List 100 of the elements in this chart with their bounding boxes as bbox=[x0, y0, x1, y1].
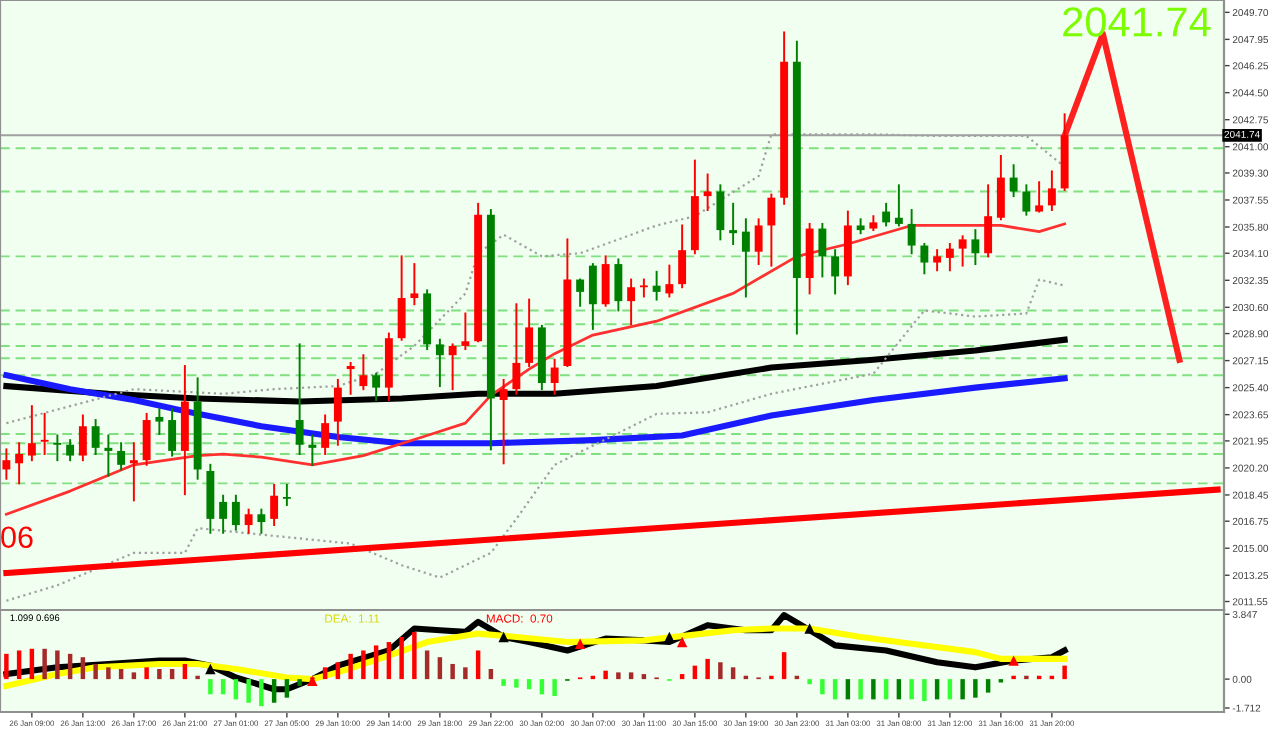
candlestick bbox=[818, 222, 827, 278]
bar bbox=[55, 650, 60, 680]
candlestick bbox=[831, 249, 840, 295]
candlestick bbox=[244, 508, 253, 534]
bar bbox=[412, 631, 417, 680]
candlestick bbox=[129, 442, 138, 502]
point bbox=[804, 623, 815, 634]
candlestick bbox=[525, 298, 534, 367]
bar bbox=[501, 679, 506, 686]
candlestick bbox=[945, 243, 954, 272]
candlestick bbox=[448, 343, 457, 391]
candlestick bbox=[754, 218, 763, 266]
candlestick bbox=[741, 218, 750, 298]
candlestick bbox=[2, 448, 11, 480]
candlestick bbox=[282, 483, 291, 506]
candlestick bbox=[40, 412, 49, 455]
candlestick bbox=[907, 209, 916, 255]
candlestick bbox=[665, 264, 674, 298]
candlestick bbox=[206, 463, 215, 534]
bar bbox=[259, 679, 264, 707]
candlestick bbox=[652, 270, 661, 301]
candlestick bbox=[78, 414, 87, 462]
candlestick bbox=[627, 278, 636, 326]
bar bbox=[284, 679, 290, 698]
bar bbox=[871, 679, 876, 700]
candlestick bbox=[576, 278, 585, 307]
bar bbox=[922, 679, 927, 702]
bar bbox=[106, 667, 111, 680]
candlestick bbox=[1047, 170, 1056, 211]
candlestick bbox=[397, 255, 406, 341]
bar bbox=[909, 679, 914, 700]
bar bbox=[985, 679, 991, 693]
candlestick bbox=[410, 263, 419, 306]
candlestick bbox=[588, 263, 597, 330]
annotation: 2041.74 bbox=[1063, 7, 1211, 37]
point bbox=[574, 638, 586, 649]
bar bbox=[820, 679, 825, 695]
candlestick bbox=[117, 442, 126, 471]
candlestick bbox=[639, 278, 648, 298]
candlestick bbox=[1022, 184, 1031, 216]
candlestick bbox=[716, 184, 725, 241]
candlestick bbox=[614, 258, 623, 312]
candlestick bbox=[703, 173, 712, 211]
candlestick bbox=[996, 155, 1005, 221]
candlestick bbox=[1009, 164, 1018, 198]
bar bbox=[246, 679, 251, 703]
candlestick bbox=[295, 343, 304, 455]
bar bbox=[93, 663, 98, 680]
bar bbox=[514, 679, 519, 688]
bar bbox=[131, 672, 137, 680]
candlestick bbox=[461, 312, 470, 350]
candlestick bbox=[308, 434, 317, 466]
bar bbox=[42, 648, 47, 680]
bar bbox=[552, 679, 557, 696]
line-series bbox=[3, 372, 1068, 447]
point bbox=[664, 631, 675, 643]
candlestick bbox=[882, 202, 891, 227]
candlestick bbox=[729, 202, 738, 245]
candlestick bbox=[53, 434, 62, 462]
bar bbox=[616, 672, 621, 680]
candlestick bbox=[971, 229, 980, 266]
bar bbox=[1062, 665, 1067, 680]
bar bbox=[475, 650, 481, 680]
bar bbox=[960, 679, 965, 700]
bar bbox=[399, 636, 404, 680]
candlestick bbox=[499, 378, 508, 465]
bar bbox=[705, 658, 710, 680]
bar bbox=[807, 679, 812, 685]
candlestick bbox=[142, 412, 151, 466]
candlestick bbox=[270, 483, 279, 527]
annotation: 06 bbox=[1, 526, 33, 549]
candlestick bbox=[321, 414, 330, 455]
bar bbox=[781, 652, 787, 680]
bar bbox=[361, 650, 366, 680]
bar bbox=[144, 667, 149, 680]
bar bbox=[271, 679, 277, 703]
bar bbox=[335, 662, 341, 680]
candlestick bbox=[894, 184, 903, 227]
candlestick bbox=[920, 243, 929, 275]
bar bbox=[603, 670, 608, 680]
point bbox=[205, 663, 216, 675]
candlestick bbox=[219, 494, 228, 534]
bar bbox=[463, 667, 468, 680]
candlestick bbox=[346, 361, 355, 395]
candlestick bbox=[231, 494, 240, 531]
point bbox=[307, 675, 318, 687]
bar bbox=[718, 662, 723, 680]
bar bbox=[16, 650, 22, 680]
point bbox=[676, 636, 688, 648]
line-series bbox=[5, 278, 1066, 602]
bar bbox=[208, 679, 213, 695]
candlestick bbox=[333, 378, 342, 446]
bar bbox=[4, 653, 9, 680]
bar bbox=[437, 657, 443, 680]
candlestick bbox=[359, 354, 368, 391]
bar bbox=[348, 653, 353, 680]
candlestick bbox=[104, 434, 113, 477]
bar bbox=[730, 667, 736, 680]
candlestick bbox=[168, 408, 177, 457]
bar bbox=[373, 645, 379, 680]
